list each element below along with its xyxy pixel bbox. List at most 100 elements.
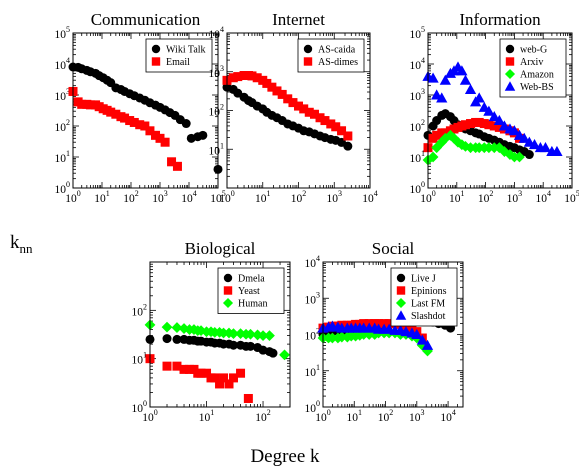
legend-marker (151, 44, 161, 54)
legend-label: Live J (411, 274, 436, 285)
x-tick-label: 105 (210, 189, 226, 205)
data-point (326, 119, 336, 129)
y-tick-label: 104 (305, 254, 321, 270)
data-point (236, 368, 246, 378)
data-point (172, 361, 182, 371)
data-point (181, 119, 191, 129)
data-point (247, 71, 257, 81)
data-point (219, 373, 229, 383)
legend-marker (151, 57, 161, 66)
x-tick-label: 102 (478, 189, 494, 205)
series-web-bs (422, 61, 563, 157)
y-tick-label: 101 (55, 149, 71, 165)
y-axis-label-main: k (10, 232, 20, 253)
legend-label: web-G (520, 45, 547, 56)
legend-label: Slashdot (411, 311, 446, 322)
data-point (489, 121, 499, 131)
data-point (514, 151, 525, 163)
data-point (508, 125, 521, 136)
data-point (498, 120, 511, 131)
data-point (309, 109, 319, 119)
data-point (331, 122, 341, 132)
legend-label: Dmela (238, 274, 265, 285)
y-tick-label: 100 (55, 180, 71, 196)
panel-communication: Communication 100 101 102 103 104 105 100 101 102… (55, 10, 226, 205)
series-amazon (422, 129, 525, 166)
x-tick-label: 100 (142, 408, 158, 424)
series-email (68, 86, 182, 171)
x-tick-label: 103 (507, 189, 523, 205)
x-tick-label: 101 (255, 189, 271, 205)
data-point (196, 368, 206, 378)
y-tick-label: 102 (305, 327, 321, 343)
data-point (202, 368, 212, 378)
y-tick-label: 103 (55, 87, 71, 103)
data-point (436, 92, 448, 103)
panel-title: Social (372, 239, 415, 258)
x-tick-label: 105 (564, 189, 579, 205)
x-tick-label: 104 (181, 189, 197, 205)
legend-marker (504, 68, 516, 80)
data-point (493, 114, 505, 126)
x-tick-label: 101 (94, 189, 110, 205)
x-tick-label: 100 (315, 408, 331, 424)
data-point (210, 373, 220, 383)
data-point (215, 379, 225, 389)
data-point (551, 145, 563, 157)
data-point (224, 379, 234, 389)
data-point (228, 373, 238, 383)
data-point (337, 126, 347, 136)
x-tick-label: 103 (409, 408, 425, 424)
data-point (436, 136, 448, 148)
x-tick-label: 102 (378, 408, 394, 424)
y-tick-label: 101 (305, 363, 321, 379)
data-point (299, 104, 309, 114)
data-point (283, 94, 293, 104)
x-tick-label: 104 (440, 408, 456, 424)
legend-marker (222, 297, 234, 309)
data-points (422, 61, 563, 166)
data-point (243, 393, 253, 403)
data-point (111, 109, 121, 119)
data-point (484, 120, 494, 130)
y-tick-label: 105 (55, 25, 71, 41)
legend-label: Email (166, 57, 190, 68)
data-point (460, 120, 470, 130)
legend-label: Arxiv (520, 57, 543, 68)
x-tick-label: 101 (449, 189, 465, 205)
data-point (466, 119, 476, 129)
plot-frame (427, 32, 573, 189)
y-tick-label: 103 (410, 87, 426, 103)
legend-box (297, 38, 365, 73)
data-point (228, 340, 238, 350)
series-dmela (145, 334, 278, 358)
data-point (106, 107, 116, 117)
data-point (343, 131, 353, 141)
data-point (464, 83, 477, 95)
y-tick-label: 100 (410, 180, 426, 196)
data-point (245, 328, 256, 340)
panel-title: Biological (185, 239, 256, 258)
panel-title: Communication (91, 10, 201, 29)
x-tick-label: 104 (362, 189, 378, 205)
data-point (145, 126, 155, 136)
x-tick-label: 101 (199, 408, 215, 424)
data-point (488, 111, 500, 122)
x-tick-label: 100 (219, 189, 235, 205)
data-point (294, 101, 303, 111)
legend-marker (223, 273, 233, 283)
legend-box (145, 38, 213, 73)
data-point (336, 331, 348, 343)
series-yeast (145, 354, 253, 403)
data-points (222, 71, 353, 151)
legend-label: Yeast (238, 286, 260, 297)
data-point (539, 142, 552, 153)
series-slashdot (317, 320, 434, 350)
legend-marker (505, 44, 515, 54)
x-tick-label: 102 (291, 189, 307, 205)
legend-label: Web-BS (520, 82, 554, 93)
